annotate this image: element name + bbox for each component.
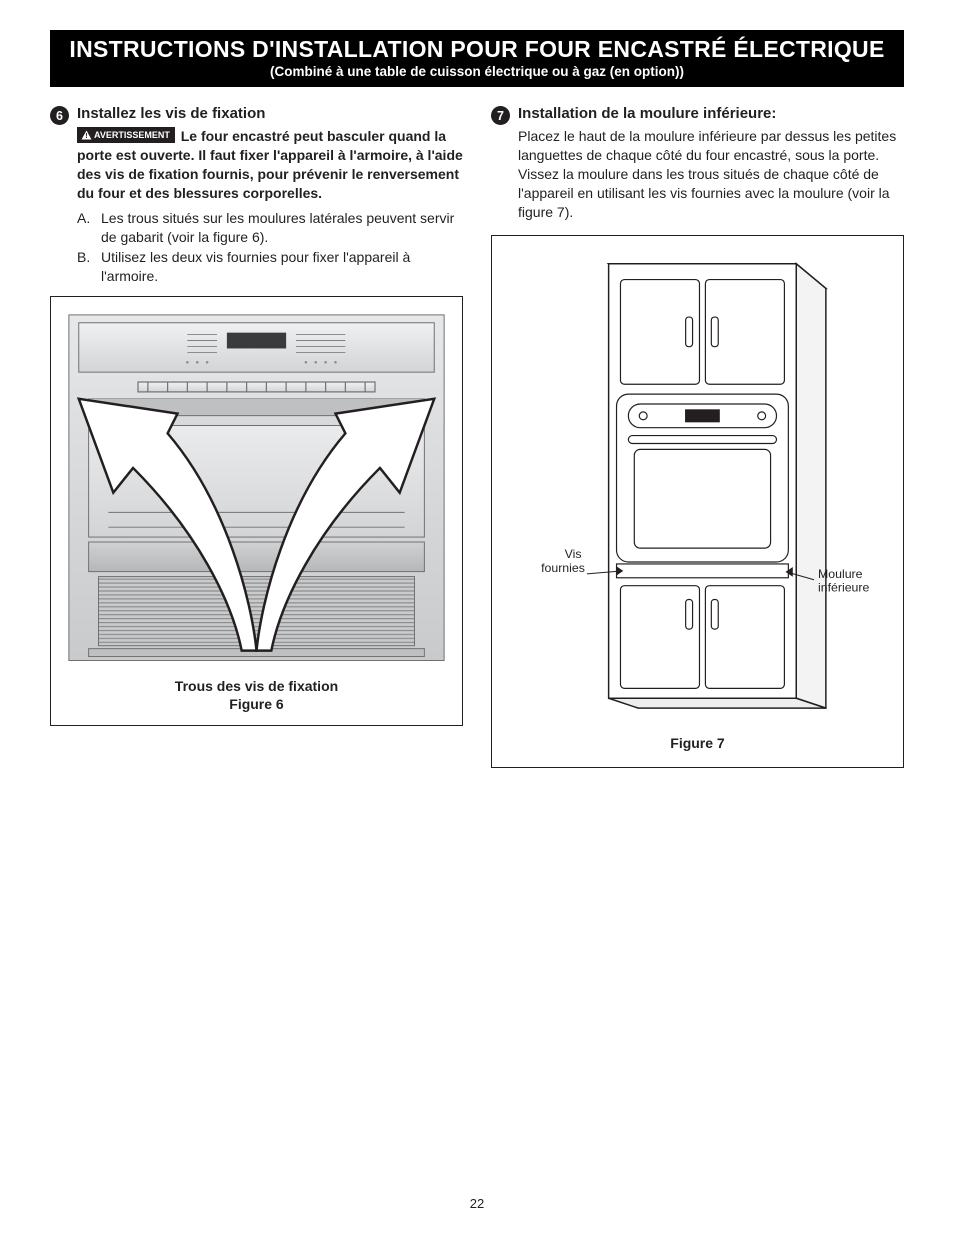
title-banner: INSTRUCTIONS D'INSTALLATION POUR FOUR EN…	[50, 30, 904, 87]
step7-head: 7 Installation de la moulure inférieure:	[491, 105, 904, 125]
label-vis: Vis fournies	[541, 547, 585, 575]
warning-triangle-icon: !	[81, 130, 92, 140]
figure7-illustration: Vis fournies Moulure inférieure	[500, 244, 895, 728]
warning-label-text: AVERTISSEMENT	[94, 129, 170, 141]
step6-title: Installez les vis de fixation	[77, 105, 265, 122]
step6-bullet: 6	[50, 106, 69, 125]
step7-body: Placez le haut de la moulure inférieure …	[518, 127, 904, 221]
warning-tag: ! AVERTISSEMENT	[77, 127, 175, 143]
step7-title: Installation de la moulure inférieure:	[518, 105, 776, 122]
list-letter-b: B.	[77, 248, 95, 286]
figure6-caption-line2: Figure 6	[229, 696, 283, 712]
left-column: 6 Installez les vis de fixation ! AVERTI…	[50, 105, 463, 768]
page-number: 22	[0, 1196, 954, 1211]
banner-title: INSTRUCTIONS D'INSTALLATION POUR FOUR EN…	[60, 36, 894, 63]
step6-body: ! AVERTISSEMENT Le four encastré peut ba…	[77, 127, 463, 203]
svg-text:!: !	[85, 131, 87, 140]
right-column: 7 Installation de la moulure inférieure:…	[491, 105, 904, 768]
figure6-caption: Trous des vis de fixation Figure 6	[59, 677, 454, 713]
label-moulure: Moulure inférieure	[818, 567, 870, 595]
figure6-illustration	[59, 305, 454, 670]
step6-list: A. Les trous situés sur les moulures lat…	[77, 209, 463, 287]
list-item: B. Utilisez les deux vis fournies pour f…	[77, 248, 463, 286]
list-letter-a: A.	[77, 209, 95, 247]
list-text-b: Utilisez les deux vis fournies pour fixe…	[101, 248, 463, 286]
step6-head: 6 Installez les vis de fixation	[50, 105, 463, 125]
figure7-caption: Figure 7	[500, 734, 895, 752]
list-text-a: Les trous situés sur les moulures latéra…	[101, 209, 463, 247]
figure7-box: Vis fournies Moulure inférieure Figure 7	[491, 235, 904, 767]
figure6-caption-line1: Trous des vis de fixation	[175, 678, 338, 694]
step7-bullet: 7	[491, 106, 510, 125]
figure6-box: Trous des vis de fixation Figure 6	[50, 296, 463, 726]
list-item: A. Les trous situés sur les moulures lat…	[77, 209, 463, 247]
banner-subtitle: (Combiné à une table de cuisson électriq…	[60, 64, 894, 79]
